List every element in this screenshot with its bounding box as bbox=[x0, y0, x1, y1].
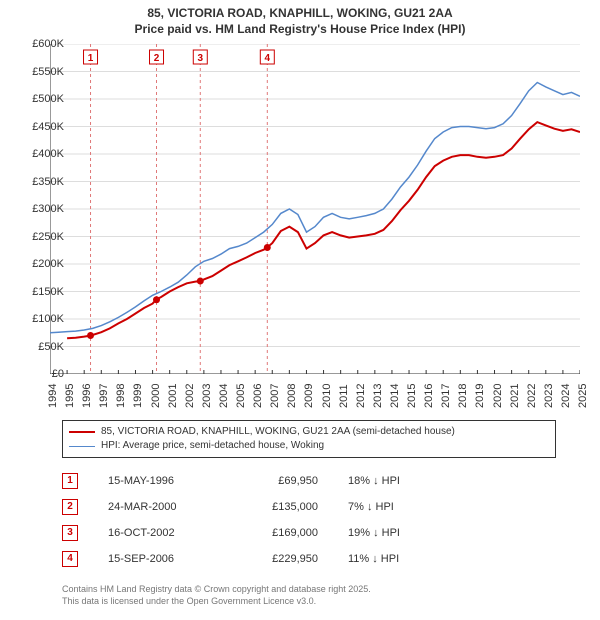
sale-row: 4 15-SEP-2006 £229,950 11% ↓ HPI bbox=[62, 546, 448, 572]
sale-hpi: 7% ↓ HPI bbox=[348, 501, 448, 513]
legend-text: 85, VICTORIA ROAD, KNAPHILL, WOKING, GU2… bbox=[101, 425, 455, 439]
x-tick-label: 2014 bbox=[389, 384, 401, 408]
x-tick-label: 2006 bbox=[252, 384, 264, 408]
sale-marker-box: 3 bbox=[62, 525, 78, 541]
x-tick-label: 2012 bbox=[355, 384, 367, 408]
x-tick-label: 2004 bbox=[218, 384, 230, 408]
y-tick-label: £50K bbox=[24, 341, 64, 353]
legend-swatch bbox=[69, 446, 95, 447]
sale-row: 1 15-MAY-1996 £69,950 18% ↓ HPI bbox=[62, 468, 448, 494]
y-tick-label: £250K bbox=[24, 231, 64, 243]
svg-text:2: 2 bbox=[154, 53, 160, 64]
sale-price: £169,000 bbox=[238, 527, 318, 539]
svg-text:4: 4 bbox=[265, 53, 271, 64]
chart-title: 85, VICTORIA ROAD, KNAPHILL, WOKING, GU2… bbox=[0, 0, 600, 37]
sale-hpi: 11% ↓ HPI bbox=[348, 553, 448, 565]
x-tick-label: 1996 bbox=[81, 384, 93, 408]
x-tick-label: 2018 bbox=[457, 384, 469, 408]
legend-swatch bbox=[69, 431, 95, 433]
x-tick-label: 2019 bbox=[474, 384, 486, 408]
footer-line2: This data is licensed under the Open Gov… bbox=[62, 596, 371, 608]
y-tick-label: £0 bbox=[24, 368, 64, 380]
y-tick-label: £150K bbox=[24, 286, 64, 298]
sale-hpi: 19% ↓ HPI bbox=[348, 527, 448, 539]
y-tick-label: £450K bbox=[24, 121, 64, 133]
sale-row: 2 24-MAR-2000 £135,000 7% ↓ HPI bbox=[62, 494, 448, 520]
y-tick-label: £550K bbox=[24, 66, 64, 78]
legend-row: 85, VICTORIA ROAD, KNAPHILL, WOKING, GU2… bbox=[69, 425, 549, 439]
title-line2: Price paid vs. HM Land Registry's House … bbox=[0, 22, 600, 38]
x-tick-label: 2007 bbox=[269, 384, 281, 408]
y-tick-label: £350K bbox=[24, 176, 64, 188]
sale-price: £229,950 bbox=[238, 553, 318, 565]
x-tick-label: 1995 bbox=[64, 384, 76, 408]
x-tick-label: 1997 bbox=[98, 384, 110, 408]
x-tick-label: 2025 bbox=[577, 384, 589, 408]
y-tick-label: £400K bbox=[24, 148, 64, 160]
x-tick-label: 2005 bbox=[235, 384, 247, 408]
chart-svg: 1 2 3 4 bbox=[50, 44, 580, 374]
sale-date: 15-MAY-1996 bbox=[108, 475, 208, 487]
x-tick-label: 2008 bbox=[286, 384, 298, 408]
x-tick-label: 2015 bbox=[406, 384, 418, 408]
svg-text:3: 3 bbox=[197, 53, 203, 64]
legend: 85, VICTORIA ROAD, KNAPHILL, WOKING, GU2… bbox=[62, 420, 556, 458]
x-tick-label: 1999 bbox=[132, 384, 144, 408]
y-tick-label: £600K bbox=[24, 38, 64, 50]
x-tick-label: 2023 bbox=[543, 384, 555, 408]
sale-price: £135,000 bbox=[238, 501, 318, 513]
x-tick-label: 2020 bbox=[492, 384, 504, 408]
x-tick-label: 2017 bbox=[440, 384, 452, 408]
footer-note: Contains HM Land Registry data © Crown c… bbox=[62, 584, 371, 607]
sale-row: 3 16-OCT-2002 £169,000 19% ↓ HPI bbox=[62, 520, 448, 546]
svg-text:1: 1 bbox=[88, 53, 94, 64]
x-tick-label: 2021 bbox=[509, 384, 521, 408]
x-tick-label: 2009 bbox=[303, 384, 315, 408]
x-tick-label: 2024 bbox=[560, 384, 572, 408]
x-tick-label: 2000 bbox=[150, 384, 162, 408]
x-tick-label: 2001 bbox=[167, 384, 179, 408]
y-tick-label: £200K bbox=[24, 258, 64, 270]
sale-date: 15-SEP-2006 bbox=[108, 553, 208, 565]
x-tick-label: 2011 bbox=[338, 384, 350, 408]
sale-date: 24-MAR-2000 bbox=[108, 501, 208, 513]
x-tick-label: 1994 bbox=[47, 384, 59, 408]
title-line1: 85, VICTORIA ROAD, KNAPHILL, WOKING, GU2… bbox=[0, 6, 600, 22]
sale-hpi: 18% ↓ HPI bbox=[348, 475, 448, 487]
y-tick-label: £500K bbox=[24, 93, 64, 105]
x-tick-label: 2022 bbox=[526, 384, 538, 408]
y-tick-label: £100K bbox=[24, 313, 64, 325]
sale-marker-box: 2 bbox=[62, 499, 78, 515]
sales-table: 1 15-MAY-1996 £69,950 18% ↓ HPI 2 24-MAR-2000… bbox=[62, 468, 448, 572]
x-tick-label: 2016 bbox=[423, 384, 435, 408]
footer-line1: Contains HM Land Registry data © Crown c… bbox=[62, 584, 371, 596]
sale-date: 16-OCT-2002 bbox=[108, 527, 208, 539]
x-tick-label: 2013 bbox=[372, 384, 384, 408]
legend-row: HPI: Average price, semi-detached house,… bbox=[69, 439, 549, 453]
x-tick-label: 1998 bbox=[115, 384, 127, 408]
sale-marker-box: 1 bbox=[62, 473, 78, 489]
line-chart: 1 2 3 4 bbox=[50, 44, 580, 374]
legend-text: HPI: Average price, semi-detached house,… bbox=[101, 439, 324, 453]
sale-marker-box: 4 bbox=[62, 551, 78, 567]
x-tick-label: 2010 bbox=[321, 384, 333, 408]
sale-price: £69,950 bbox=[238, 475, 318, 487]
y-tick-label: £300K bbox=[24, 203, 64, 215]
x-tick-label: 2002 bbox=[184, 384, 196, 408]
x-tick-label: 2003 bbox=[201, 384, 213, 408]
